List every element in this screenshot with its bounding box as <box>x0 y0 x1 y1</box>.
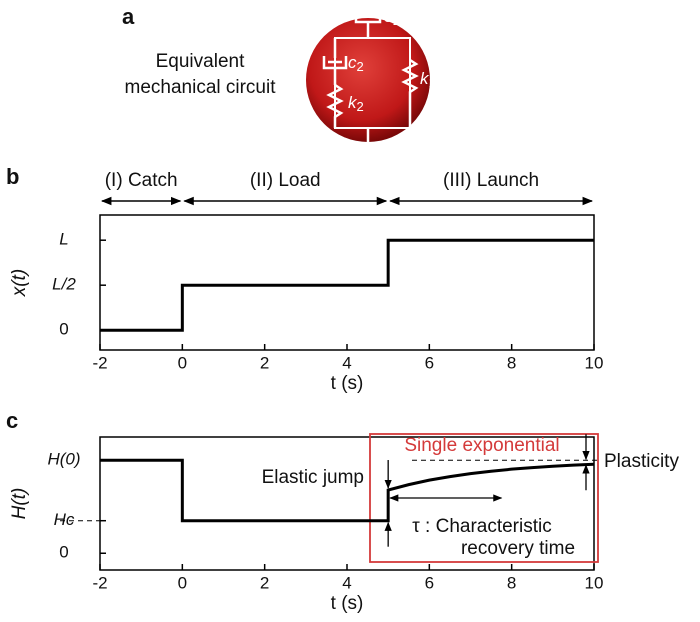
y-tick-label: L/2 <box>52 275 76 294</box>
panel-label: c <box>6 408 18 433</box>
x-tick-label: 2 <box>260 573 269 592</box>
data-line <box>100 238 594 332</box>
circuit-caption: mechanical circuit <box>125 77 277 98</box>
panel-label: b <box>6 164 19 189</box>
y-axis-label: x(t) <box>9 269 30 297</box>
y-tick-label: 0 <box>59 543 68 562</box>
circuit-label: c1 <box>384 7 400 28</box>
circuit-label: k1 <box>420 69 436 90</box>
x-tick-label: 10 <box>585 353 604 372</box>
phase-label: (III) Launch <box>443 170 539 191</box>
x-tick-label: 6 <box>425 573 434 592</box>
annotation-title: Single exponential <box>404 435 559 456</box>
panel-label: a <box>122 4 135 29</box>
x-tick-label: 0 <box>178 353 187 372</box>
annotation: recovery time <box>461 538 575 559</box>
annotation-box <box>369 433 599 563</box>
circuit-caption: Equivalent <box>156 51 245 72</box>
data-line <box>100 458 595 523</box>
circuit-label: c2 <box>348 53 364 74</box>
x-axis-label: t (s) <box>331 593 364 614</box>
x-axis-label: t (s) <box>331 373 364 394</box>
x-tick-label: 4 <box>342 353 351 372</box>
circuit-label: k2 <box>348 93 364 114</box>
x-tick-label: 0 <box>178 573 187 592</box>
x-tick-label: 8 <box>507 573 516 592</box>
phase-label: (II) Load <box>250 170 321 191</box>
x-tick-label: -2 <box>92 573 107 592</box>
x-tick-label: 4 <box>342 573 351 592</box>
x-tick-label: -2 <box>92 353 107 372</box>
annotation: Plasticity <box>604 451 679 472</box>
x-tick-label: 6 <box>425 353 434 372</box>
y-tick-label: H(0) <box>47 450 80 469</box>
phase-label: (I) Catch <box>105 170 178 191</box>
x-tick-label: 8 <box>507 353 516 372</box>
y-tick-label: L <box>59 230 68 249</box>
y-tick-label: 0 <box>59 320 68 339</box>
annotation: Elastic jump <box>262 467 364 488</box>
x-tick-label: 10 <box>585 573 604 592</box>
y-axis-label: H(t) <box>9 488 30 520</box>
annotation: τ : Characteristic <box>412 516 552 537</box>
x-tick-label: 2 <box>260 353 269 372</box>
y-tick-label: Hc <box>54 510 75 529</box>
circuit: c1 c2 k2 k1 <box>306 6 436 146</box>
